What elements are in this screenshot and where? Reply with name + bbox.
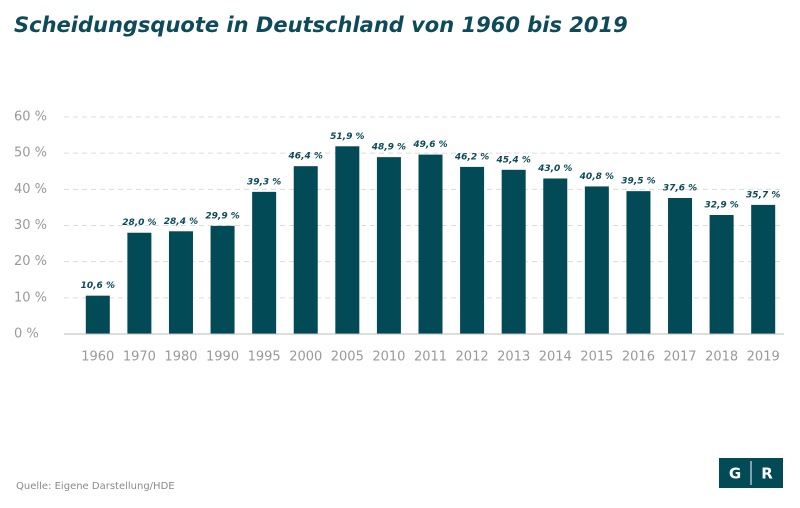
value-label: 45,4 % bbox=[495, 155, 530, 165]
x-tick-label: 2000 bbox=[289, 350, 322, 365]
chart-title: Scheidungsquote in Deutschland von 1960 … bbox=[14, 13, 628, 37]
x-tick-label: 1970 bbox=[123, 350, 156, 365]
bar bbox=[127, 232, 152, 334]
bar bbox=[418, 154, 443, 334]
value-label: 39,5 % bbox=[621, 177, 655, 187]
bar bbox=[751, 204, 776, 334]
bar bbox=[460, 166, 485, 334]
x-tick-label: 1990 bbox=[206, 350, 239, 365]
x-tick-label: 2013 bbox=[497, 350, 530, 365]
x-tick-label: 2017 bbox=[663, 350, 696, 365]
bar bbox=[668, 198, 693, 334]
value-label: 37,6 % bbox=[663, 184, 697, 194]
value-label: 28,4 % bbox=[164, 217, 198, 227]
x-tick-label: 2011 bbox=[414, 350, 447, 365]
bar bbox=[168, 231, 193, 334]
x-tick-label: 2014 bbox=[539, 350, 572, 365]
value-label: 46,2 % bbox=[454, 152, 489, 162]
bar bbox=[584, 186, 609, 334]
bar bbox=[501, 169, 526, 334]
bar bbox=[626, 191, 651, 334]
value-label: 40,8 % bbox=[579, 172, 614, 182]
x-tick-label: 2005 bbox=[331, 350, 364, 365]
x-tick-label: 1995 bbox=[248, 350, 281, 365]
bar bbox=[335, 146, 360, 334]
bar bbox=[709, 215, 734, 334]
bar bbox=[293, 166, 318, 334]
y-tick-label: 50 % bbox=[14, 146, 47, 161]
bar bbox=[85, 295, 110, 334]
y-tick-label: 10 % bbox=[14, 290, 47, 305]
value-label: 39,3 % bbox=[247, 177, 281, 187]
x-tick-label: 1960 bbox=[81, 350, 114, 365]
value-label: 32,9 % bbox=[704, 201, 738, 211]
bar bbox=[210, 225, 235, 334]
x-tick-label: 2010 bbox=[372, 350, 405, 365]
value-label: 48,9 % bbox=[371, 143, 406, 153]
logo-letter: R bbox=[761, 465, 773, 483]
x-tick-label: 1980 bbox=[164, 350, 197, 365]
x-tick-label: 2018 bbox=[705, 350, 738, 365]
x-tick-label: 2016 bbox=[622, 350, 655, 365]
value-label: 46,4 % bbox=[288, 152, 323, 162]
y-tick-label: 40 % bbox=[14, 182, 47, 197]
bar bbox=[252, 191, 277, 334]
value-label: 29,9 % bbox=[205, 211, 239, 221]
value-label: 28,0 % bbox=[122, 218, 156, 228]
value-label: 35,7 % bbox=[746, 190, 780, 200]
y-tick-label: 0 % bbox=[14, 327, 39, 342]
y-tick-label: 60 % bbox=[14, 110, 47, 125]
y-tick-label: 30 % bbox=[14, 218, 47, 233]
x-tick-label: 2019 bbox=[747, 350, 780, 365]
source: Quelle: Eigene Darstellung/HDE bbox=[16, 481, 175, 492]
logo-letter: G bbox=[729, 465, 741, 483]
x-tick-label: 2015 bbox=[580, 350, 613, 365]
y-tick-label: 20 % bbox=[14, 254, 47, 269]
value-label: 10,6 % bbox=[81, 281, 115, 291]
bar bbox=[543, 178, 568, 334]
value-label: 51,9 % bbox=[330, 132, 364, 142]
value-label: 43,0 % bbox=[537, 164, 572, 174]
bar bbox=[376, 157, 401, 334]
value-label: 49,6 % bbox=[412, 140, 447, 150]
x-tick-label: 2012 bbox=[456, 350, 489, 365]
